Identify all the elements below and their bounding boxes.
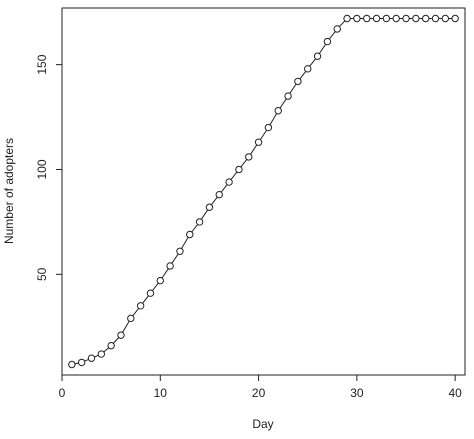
data-point bbox=[372, 14, 381, 23]
x-axis-title: Day bbox=[252, 417, 273, 431]
data-point bbox=[323, 37, 332, 46]
data-point bbox=[284, 92, 292, 100]
data-point bbox=[107, 341, 115, 350]
data-point bbox=[333, 25, 341, 33]
data-point bbox=[313, 52, 322, 60]
data-point bbox=[363, 14, 371, 23]
data-point bbox=[245, 153, 253, 161]
y-axis-title: Number of adopters bbox=[2, 138, 16, 244]
data-point bbox=[402, 14, 410, 23]
data-point bbox=[235, 165, 243, 174]
x-tick-label: 0 bbox=[59, 386, 66, 400]
plot-frame bbox=[61, 7, 466, 376]
data-point bbox=[294, 77, 302, 86]
data-point bbox=[176, 247, 184, 255]
x-tick-label: 40 bbox=[448, 386, 462, 400]
data-point bbox=[264, 123, 273, 132]
data-point bbox=[186, 230, 194, 239]
data-point bbox=[136, 302, 145, 310]
data-point bbox=[77, 358, 86, 367]
data-point bbox=[421, 14, 430, 23]
data-point bbox=[441, 14, 450, 23]
data-point bbox=[117, 331, 125, 339]
data-point bbox=[382, 14, 391, 23]
y-axis: 50 100 150 bbox=[35, 54, 62, 281]
data-point bbox=[451, 14, 459, 23]
x-tick-label: 10 bbox=[154, 386, 168, 400]
data-point bbox=[431, 14, 440, 23]
series-layer bbox=[68, 14, 459, 369]
data-point bbox=[195, 218, 204, 226]
x-tick-label: 30 bbox=[350, 386, 364, 400]
data-point bbox=[68, 360, 76, 369]
data-point bbox=[304, 65, 312, 73]
data-point bbox=[127, 314, 135, 323]
data-point bbox=[97, 350, 106, 358]
data-point bbox=[215, 190, 223, 199]
data-point bbox=[412, 14, 420, 23]
y-tick-label: 50 bbox=[35, 267, 49, 281]
data-point bbox=[156, 276, 164, 285]
data-point bbox=[392, 14, 400, 23]
y-tick-label: 100 bbox=[35, 159, 49, 179]
data-point bbox=[343, 14, 351, 23]
data-point bbox=[146, 289, 155, 297]
y-tick-label: 150 bbox=[35, 54, 49, 74]
data-point bbox=[274, 107, 282, 115]
data-point bbox=[225, 178, 233, 186]
data-point bbox=[205, 203, 214, 211]
data-point bbox=[353, 14, 361, 23]
x-tick-label: 20 bbox=[252, 386, 266, 400]
data-point bbox=[87, 354, 96, 362]
data-point bbox=[166, 262, 174, 270]
data-point bbox=[254, 138, 263, 146]
x-axis: 0 10 20 30 40 bbox=[59, 375, 462, 400]
series-line bbox=[71, 17, 456, 365]
